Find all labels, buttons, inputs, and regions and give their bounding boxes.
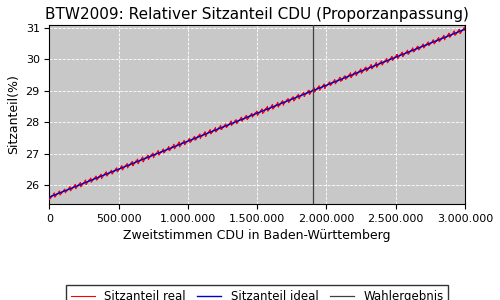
- Title: BTW2009: Relativer Sitzanteil CDU (Proporzanpassung): BTW2009: Relativer Sitzanteil CDU (Propo…: [46, 7, 469, 22]
- Legend: Sitzanteil real, Sitzanteil ideal, Wahlergebnis: Sitzanteil real, Sitzanteil ideal, Wahle…: [66, 285, 448, 300]
- X-axis label: Zweitstimmen CDU in Baden-Württemberg: Zweitstimmen CDU in Baden-Württemberg: [124, 229, 391, 242]
- Y-axis label: Sitzanteil(%): Sitzanteil(%): [7, 74, 20, 154]
